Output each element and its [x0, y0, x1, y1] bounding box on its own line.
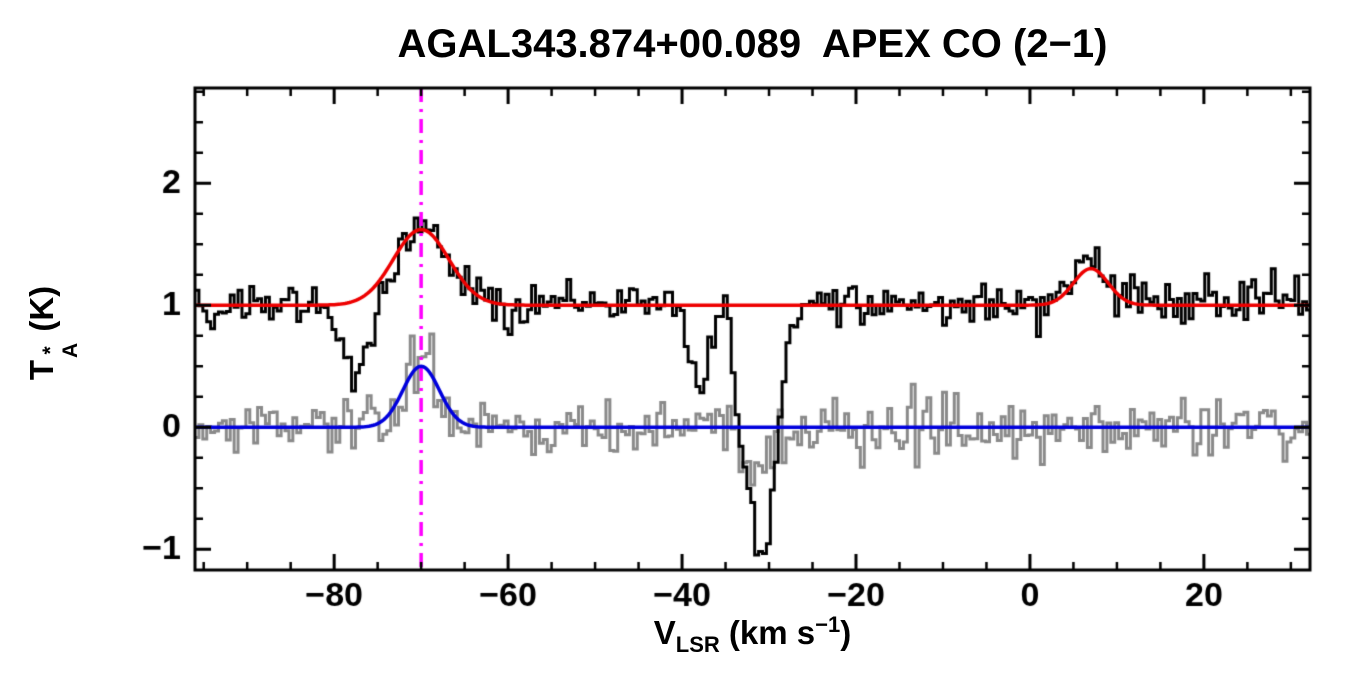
plot-title: AGAL343.874+00.089 APEX CO (2−1)	[397, 22, 1108, 66]
y-axis-label: T * A (K)	[21, 183, 82, 483]
x-axis-symbol: V	[653, 614, 676, 651]
y-axis-superscript: *	[39, 346, 62, 355]
x-axis-unit-close: )	[840, 614, 852, 651]
x-axis-unit-open: (km s	[719, 614, 816, 651]
y-axis-subscript: A	[58, 342, 82, 358]
x-axis-label: VLSR (km s−1)	[195, 612, 1310, 658]
y-axis-unit: (K)	[23, 285, 60, 341]
y-axis-symbol: T	[23, 360, 60, 381]
x-axis-subscript: LSR	[675, 632, 720, 657]
x-axis-unit-superscript: −1	[815, 612, 841, 637]
y-axis-subsup-stack: * A	[39, 342, 82, 358]
